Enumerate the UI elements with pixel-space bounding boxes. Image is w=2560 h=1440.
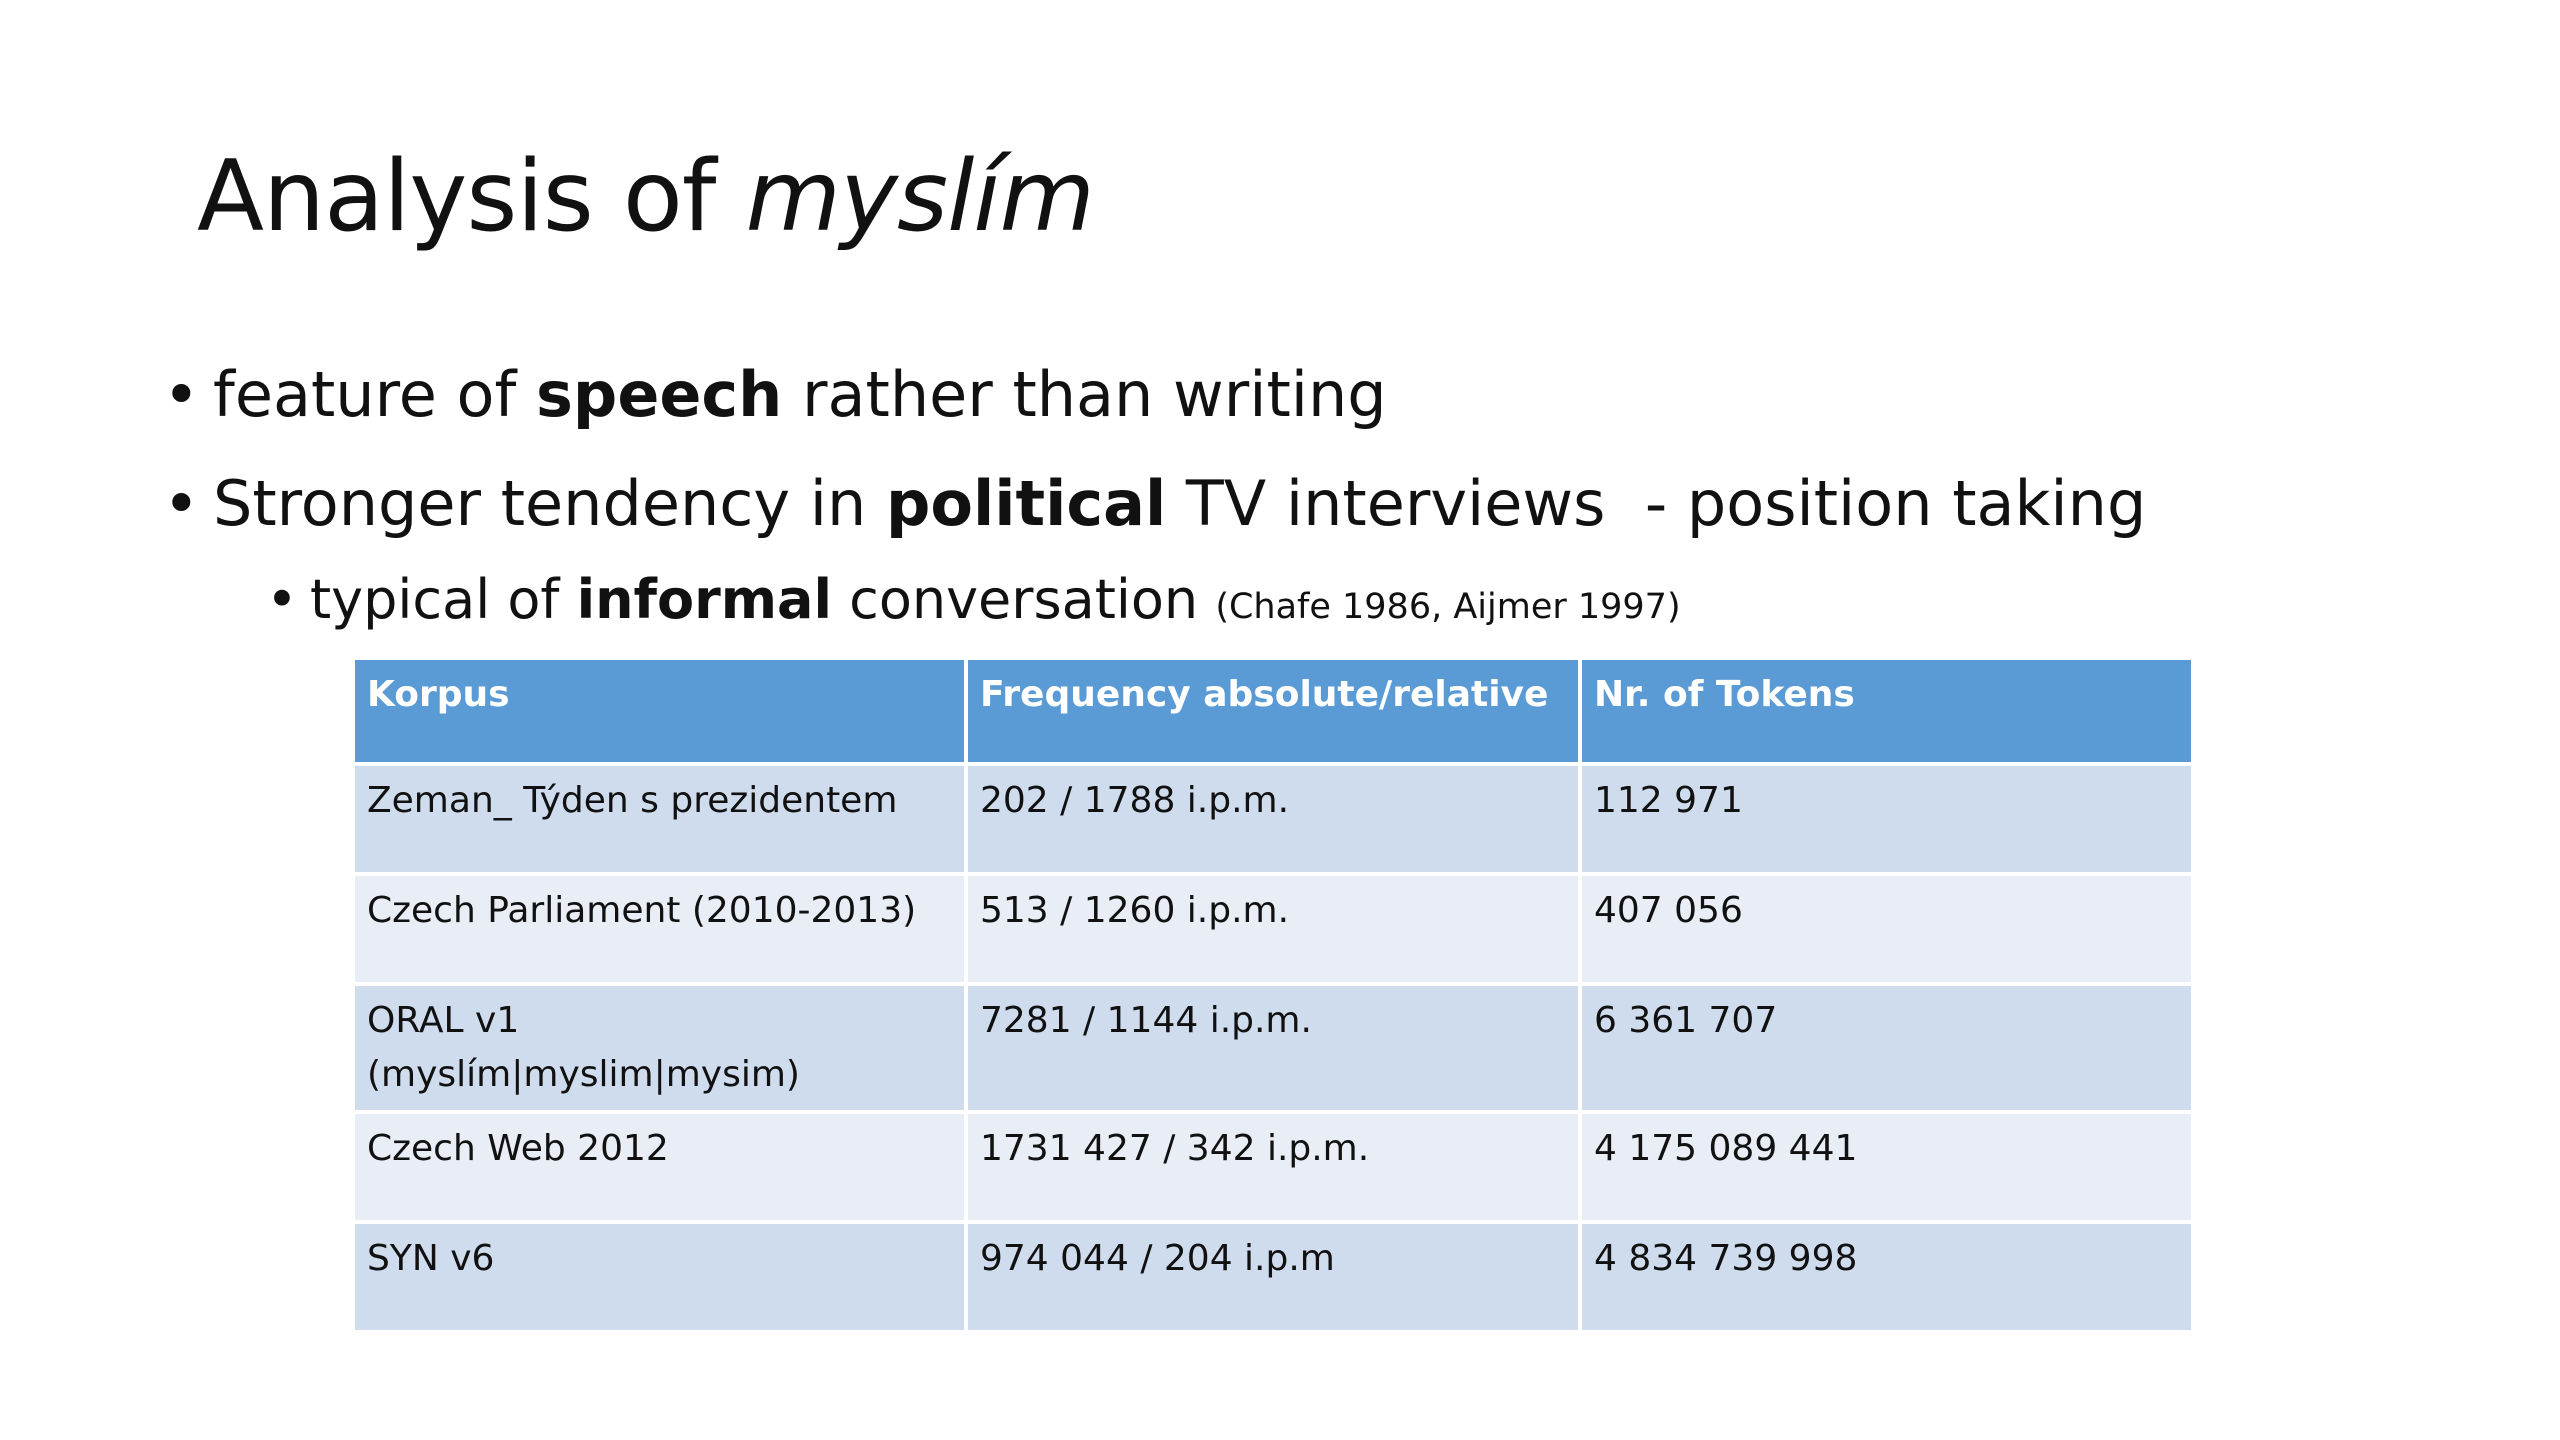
- table-cell: Czech Parliament (2010-2013): [351, 872, 968, 986]
- bullet-text: (Chafe 1986, Aijmer 1997): [1215, 587, 1681, 627]
- corpus-table: Korpus Frequency absolute/relative Nr. of …: [351, 656, 2195, 1334]
- header-cell: Frequency absolute/relative: [964, 656, 1582, 766]
- header-cell: Nr. of Tokens: [1578, 656, 2195, 766]
- table-cell: ORAL v1 (myslím|myslim|mysim): [351, 982, 968, 1114]
- bullet: • feature of speech rather than writing: [163, 358, 1387, 431]
- title-italic: myslím: [745, 140, 1095, 254]
- table-row: ORAL v1 (myslím|myslim|mysim) 7281 / 1144 …: [351, 982, 2195, 1114]
- bullet-dot: •: [266, 568, 298, 631]
- header-cell: Korpus: [351, 656, 968, 766]
- table-cell: 112 971: [1578, 762, 2195, 876]
- bullet-text: rather than writing: [782, 358, 1387, 431]
- table-cell: 974 044 / 204 i.p.m: [964, 1220, 1582, 1334]
- bullet-text: informal: [576, 568, 832, 631]
- bullet-text: conversation: [831, 568, 1216, 631]
- table-cell: 6 361 707: [1578, 982, 2195, 1114]
- table-cell: Zeman_ Týden s prezidentem: [351, 762, 968, 876]
- table-cell: 202 / 1788 i.p.m.: [964, 762, 1582, 876]
- table-cell: 407 056: [1578, 872, 2195, 986]
- table-row: Czech Web 2012 1731 427 / 342 i.p.m. 4 175…: [351, 1110, 2195, 1224]
- table-row: SYN v6 974 044 / 204 i.p.m 4 834 739 998: [351, 1220, 2195, 1334]
- bullet-dot: •: [163, 358, 200, 431]
- table-cell: 4 834 739 998: [1578, 1220, 2195, 1334]
- bullet: • Stronger tendency in political TV inter…: [163, 467, 2147, 540]
- table-cell: Czech Web 2012: [351, 1110, 968, 1224]
- cell-line: (myslím|myslim|mysim): [367, 1054, 800, 1095]
- table-cell: 1731 427 / 342 i.p.m.: [964, 1110, 1582, 1224]
- table-row: Czech Parliament (2010-2013) 513 / 1260 i…: [351, 872, 2195, 986]
- cell-line: ORAL v1: [367, 1000, 520, 1041]
- bullet-text: Stronger tendency in: [213, 467, 886, 540]
- table-row: Zeman_ Týden s prezidentem 202 / 1788 i.p…: [351, 762, 2195, 876]
- table-cell: SYN v6: [351, 1220, 968, 1334]
- bullet-text: speech: [536, 358, 783, 431]
- header-row: Korpus Frequency absolute/relative Nr. of …: [351, 656, 2195, 766]
- table-cell: 7281 / 1144 i.p.m.: [964, 982, 1582, 1114]
- bullet-dot: •: [163, 467, 200, 540]
- table-cell: 513 / 1260 i.p.m.: [964, 872, 1582, 986]
- bullet-text: TV interviews - position taking: [1166, 467, 2147, 540]
- table-cell: 4 175 089 441: [1578, 1110, 2195, 1224]
- bullet-text: typical of: [310, 568, 577, 631]
- slide-title: Analysis of myslím: [197, 140, 1095, 254]
- title-plain: Analysis of: [197, 140, 746, 254]
- bullet: • typical of informal conversation (Chafe…: [266, 568, 1681, 631]
- bullet-text: political: [885, 467, 1167, 540]
- bullet-text: feature of: [213, 358, 537, 431]
